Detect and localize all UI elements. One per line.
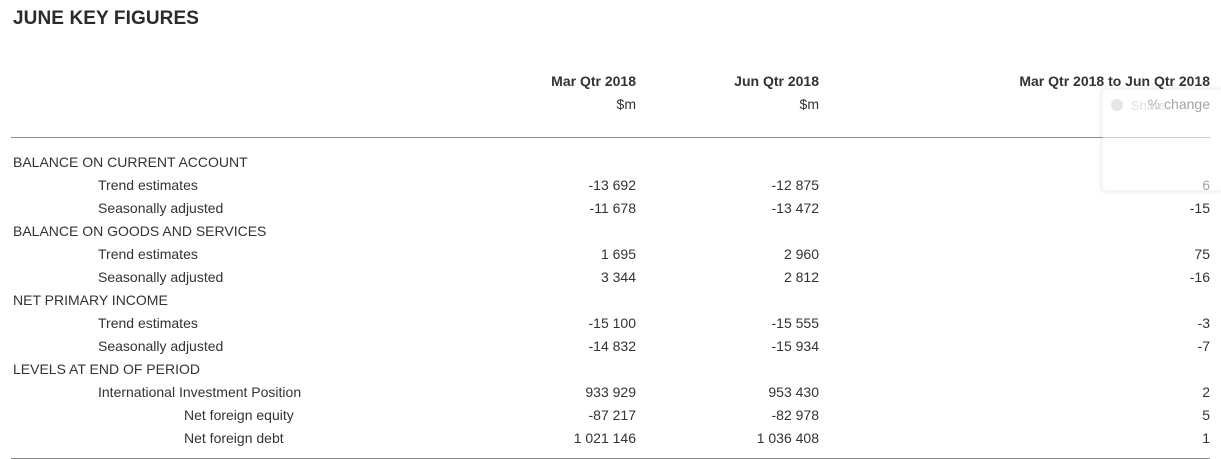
row-label: BALANCE ON GOODS AND SERVICES	[13, 222, 267, 239]
row-label: Trend estimates	[98, 245, 198, 262]
cell-mar-qtr: 1 695	[600, 245, 636, 262]
key-figures-table: Mar Qtr 2018 Jun Qtr 2018 Mar Qtr 2018 t…	[11, 70, 1210, 459]
cell-jun-qtr: 953 430	[768, 383, 819, 400]
table-row: Seasonally adjusted -11 678 -13 472 -15	[11, 196, 1210, 219]
table-row: Net foreign debt 1 021 146 1 036 408 1	[11, 426, 1210, 449]
cell-mar-qtr	[451, 219, 636, 242]
cell-mar-qtr: -13 692	[588, 176, 636, 193]
table-row-section: BALANCE ON GOODS AND SERVICES	[11, 219, 1210, 242]
cell-change: 5	[1202, 406, 1210, 423]
cell-change: -15	[1189, 199, 1210, 216]
table-row: International Investment Position 933 92…	[11, 380, 1210, 403]
row-label: Seasonally adjusted	[98, 268, 224, 285]
row-label: Net foreign equity	[184, 406, 294, 423]
column-header-change: Mar Qtr 2018 to Jun Qtr 2018	[1019, 73, 1210, 89]
unit-header-mar-qtr: $m	[616, 96, 636, 112]
row-label: LEVELS AT END OF PERIOD	[13, 360, 200, 377]
footer-divider	[11, 449, 1210, 459]
table-row: Trend estimates -15 100 -15 555 -3	[11, 311, 1210, 334]
row-label: Seasonally adjusted	[98, 337, 224, 354]
cell-jun-qtr: 1 036 408	[756, 429, 819, 446]
row-label: NET PRIMARY INCOME	[13, 291, 168, 308]
cell-jun-qtr	[636, 150, 819, 173]
cell-mar-qtr	[451, 150, 636, 173]
cell-jun-qtr	[636, 357, 819, 380]
cell-jun-qtr: -13 472	[771, 199, 819, 216]
table-row: Seasonally adjusted -14 832 -15 934 -7	[11, 334, 1210, 357]
row-label: Net foreign debt	[184, 429, 284, 446]
cell-mar-qtr: 3 344	[600, 268, 636, 285]
header-divider-gap	[11, 138, 1210, 151]
cell-mar-qtr	[451, 288, 636, 311]
header-divider	[11, 116, 1210, 138]
column-header-blank	[11, 70, 451, 92]
cell-mar-qtr: -14 832	[588, 337, 636, 354]
share-icon	[1111, 99, 1123, 111]
table-row-section: BALANCE ON CURRENT ACCOUNT	[11, 150, 1210, 173]
cell-jun-qtr: 2 812	[783, 268, 819, 285]
row-label: Trend estimates	[98, 314, 198, 331]
cell-jun-qtr: -82 978	[771, 406, 819, 423]
cell-change: -3	[1197, 314, 1210, 331]
cell-mar-qtr: 933 929	[585, 383, 636, 400]
cell-change: -7	[1197, 337, 1210, 354]
table-row-section: NET PRIMARY INCOME	[11, 288, 1210, 311]
cell-mar-qtr: -87 217	[588, 406, 636, 423]
cell-change: 2	[1202, 383, 1210, 400]
cell-jun-qtr: -12 875	[771, 176, 819, 193]
unit-header-blank	[11, 92, 451, 116]
cell-change	[819, 357, 1210, 380]
cell-jun-qtr: 2 960	[783, 245, 819, 262]
cell-mar-qtr: -15 100	[588, 314, 636, 331]
cell-change	[819, 219, 1210, 242]
share-label: Share	[1131, 98, 1166, 113]
row-label: Seasonally adjusted	[98, 199, 224, 216]
row-label: International Investment Position	[98, 383, 302, 400]
column-header-row: Mar Qtr 2018 Jun Qtr 2018 Mar Qtr 2018 t…	[11, 70, 1210, 92]
cell-jun-qtr	[636, 288, 819, 311]
cell-change: 75	[1194, 245, 1210, 262]
table-row: Trend estimates -13 692 -12 875 6	[11, 173, 1210, 196]
key-figures-table-container: Mar Qtr 2018 Jun Qtr 2018 Mar Qtr 2018 t…	[11, 70, 1210, 459]
column-header-jun-qtr: Jun Qtr 2018	[734, 73, 819, 89]
table-row: Seasonally adjusted 3 344 2 812 -16	[11, 265, 1210, 288]
cell-change	[819, 288, 1210, 311]
table-row: Net foreign equity -87 217 -82 978 5	[11, 403, 1210, 426]
table-row: Trend estimates 1 695 2 960 75	[11, 242, 1210, 265]
page-title: JUNE KEY FIGURES	[13, 8, 200, 29]
column-header-mar-qtr: Mar Qtr 2018	[551, 73, 636, 89]
row-label: Trend estimates	[98, 176, 198, 193]
row-label: BALANCE ON CURRENT ACCOUNT	[13, 153, 248, 170]
cell-jun-qtr: -15 934	[771, 337, 819, 354]
unit-header-jun-qtr: $m	[799, 96, 819, 112]
cell-mar-qtr	[451, 357, 636, 380]
cell-change: -16	[1189, 268, 1210, 285]
cell-jun-qtr: -15 555	[771, 314, 819, 331]
cell-jun-qtr	[636, 219, 819, 242]
unit-header-row: $m $m % change	[11, 92, 1210, 116]
cell-mar-qtr: -11 678	[589, 199, 636, 216]
cell-mar-qtr: 1 021 146	[573, 429, 636, 446]
table-row-section: LEVELS AT END OF PERIOD	[11, 357, 1210, 380]
cell-change: 1	[1202, 429, 1210, 446]
share-popover[interactable]: Share	[1102, 89, 1221, 191]
